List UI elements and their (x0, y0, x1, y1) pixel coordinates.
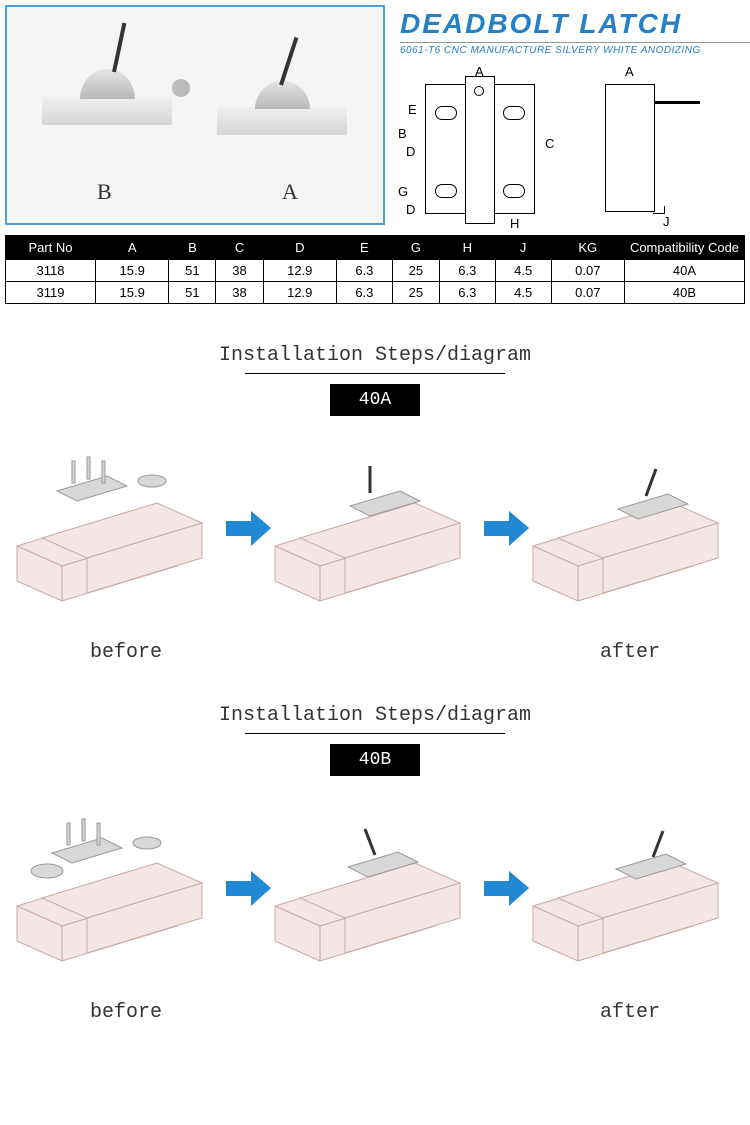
arrow-icon (484, 871, 524, 911)
iso-mid-icon (270, 451, 480, 611)
after-label: after (600, 641, 660, 664)
step-after-40a (528, 451, 738, 611)
product-photo: B A (5, 5, 385, 225)
page-subtitle: 6061-T6 CNC MANUFACTURE SILVERY WHITE AN… (400, 45, 750, 56)
step-labels-40a: before after (0, 621, 750, 664)
before-label: before (90, 641, 162, 664)
photo-label-a: A (282, 179, 298, 205)
iso-mid-icon (270, 811, 480, 971)
divider (245, 373, 505, 374)
before-label: before (90, 1001, 162, 1024)
table-row: 3118 15.9 51 38 12.9 6.3 25 6.3 4.5 0.07… (6, 260, 745, 282)
latch-a-base (217, 107, 347, 135)
step-before-40a (12, 451, 222, 611)
install-title: Installation Steps/diagram (0, 344, 750, 367)
install-badge-40a: 40A (330, 384, 420, 416)
after-label: after (600, 1001, 660, 1024)
iso-after-icon (528, 451, 738, 611)
spec-table: Part No A B C D E G H J KG Compatibility… (5, 235, 745, 304)
steps-row-40b (0, 801, 750, 981)
latch-b-handle (112, 23, 126, 73)
divider (245, 733, 505, 734)
latch-a-handle (279, 37, 298, 86)
arrow-icon (484, 511, 524, 551)
install-badge-40b: 40B (330, 744, 420, 776)
tech-view-side: A J (585, 66, 750, 231)
step-before-40b (12, 811, 222, 971)
step-mid-40b (270, 811, 480, 971)
step-mid-40a (270, 451, 480, 611)
latch-b-base (42, 97, 172, 125)
photo-label-b: B (97, 179, 112, 205)
install-title: Installation Steps/diagram (0, 704, 750, 727)
step-after-40b (528, 811, 738, 971)
arrow-icon (226, 511, 266, 551)
iso-before-icon (12, 811, 222, 971)
iso-after-icon (528, 811, 738, 971)
arrow-icon (226, 871, 266, 911)
latch-b-cylinder (80, 69, 135, 99)
step-labels-40b: before after (0, 981, 750, 1024)
header-block: DEADBOLT LATCH 6061-T6 CNC MANUFACTURE S… (390, 0, 750, 230)
technical-drawings: A E B D C G D H A J (400, 66, 750, 231)
iso-before-icon (12, 451, 222, 611)
page-title: DEADBOLT LATCH (400, 8, 750, 43)
top-section: B A DEADBOLT LATCH 6061-T6 CNC MANUFACTU… (0, 0, 750, 230)
steps-row-40a (0, 441, 750, 621)
install-section-40b: Installation Steps/diagram 40B (0, 704, 750, 1024)
install-section-40a: Installation Steps/diagram 40A (0, 344, 750, 664)
table-row: 3119 15.9 51 38 12.9 6.3 25 6.3 4.5 0.07… (6, 282, 745, 304)
table-header-row: Part No A B C D E G H J KG Compatibility… (6, 236, 745, 260)
tech-view-top: A E B D C G D H (400, 66, 565, 231)
